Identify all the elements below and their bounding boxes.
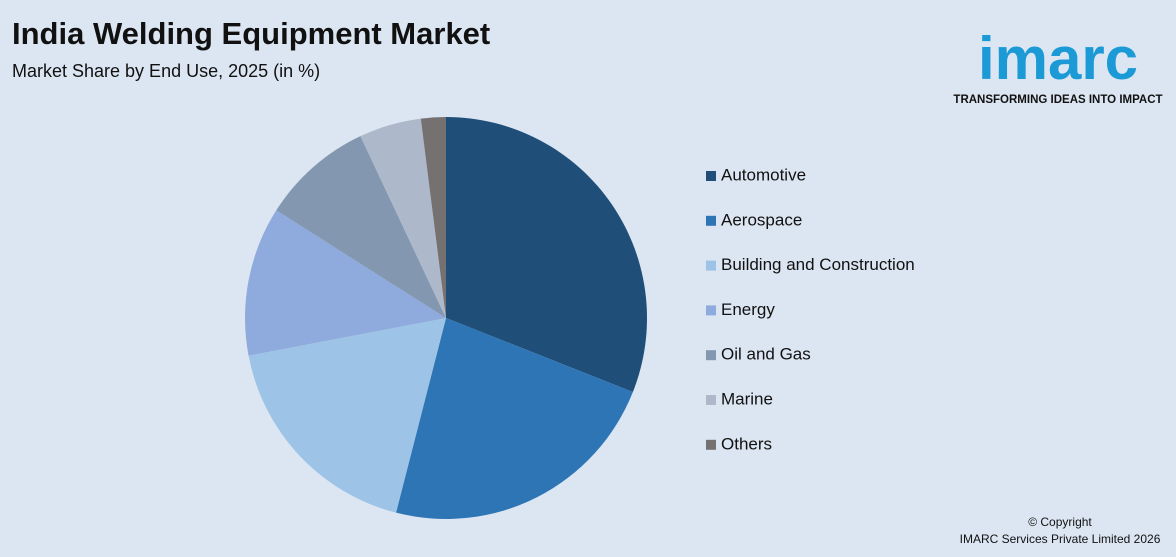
legend-swatch <box>706 171 716 181</box>
legend-swatch <box>706 439 716 450</box>
legend-label: Marine <box>721 389 773 408</box>
pie-slice <box>360 118 446 318</box>
legend-swatch <box>706 305 716 316</box>
legend-label: Automotive <box>721 165 806 184</box>
legend-swatch <box>706 395 716 405</box>
legend-label: Oil and Gas <box>721 345 811 364</box>
pie-slice <box>248 318 446 513</box>
pie-slice <box>446 117 647 392</box>
legend-swatch <box>706 215 716 226</box>
pie-slice <box>245 210 446 356</box>
pie-slice <box>396 318 633 519</box>
chart-title: India Welding Equipment Market <box>12 16 490 51</box>
logo: imarc <box>978 25 1138 92</box>
legend-label: Energy <box>721 300 775 319</box>
legend-swatch <box>706 350 716 361</box>
legend-label: Building and Construction <box>721 255 915 274</box>
pie-slice <box>276 136 446 318</box>
logo-tagline: TRANSFORMING IDEAS INTO IMPACT <box>953 94 1162 106</box>
copyright: © Copyright <box>1028 515 1092 529</box>
legend-swatch <box>706 260 716 271</box>
legend-label: Aerospace <box>721 210 802 229</box>
legend-label: Others <box>721 434 772 453</box>
pie-slice <box>420 117 446 318</box>
copyright: IMARC Services Private Limited 2026 <box>960 532 1161 546</box>
chart-subtitle: Market Share by End Use, 2025 (in %) <box>12 61 320 81</box>
